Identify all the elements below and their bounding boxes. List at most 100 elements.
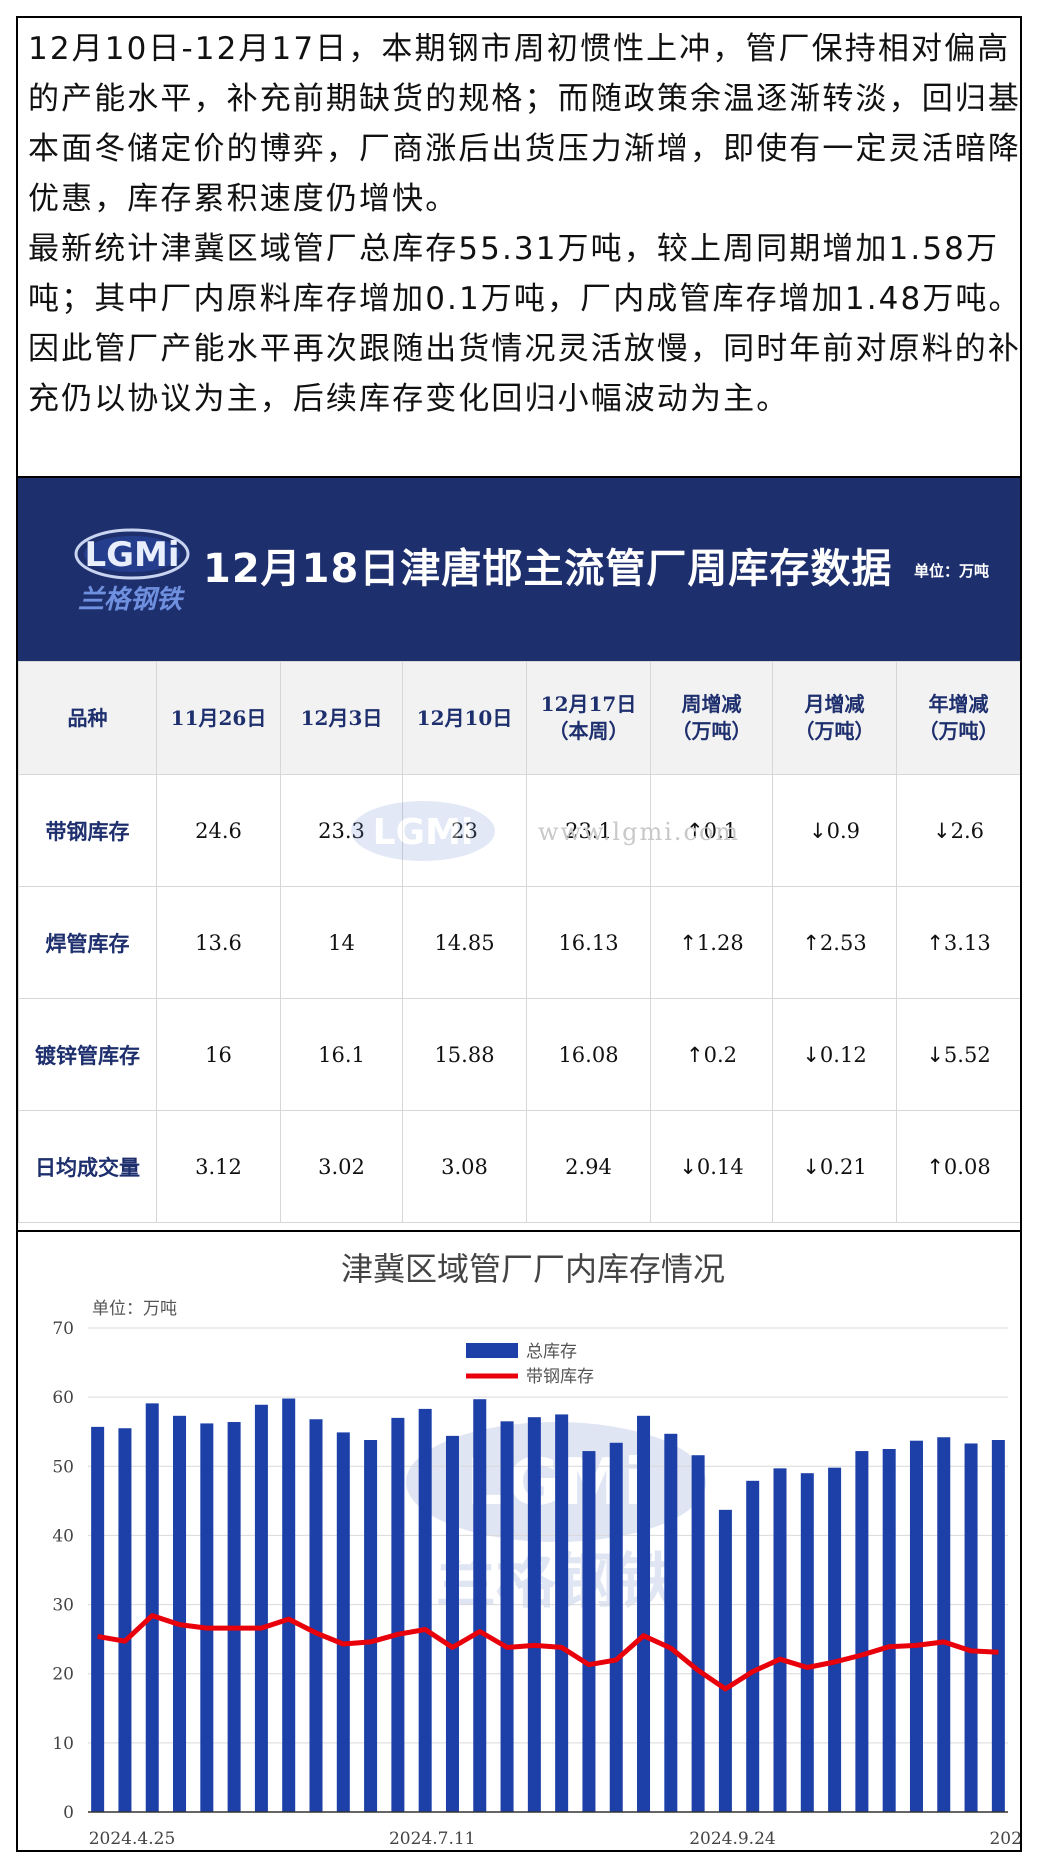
- x-tick-label: 2024.9.24: [689, 1829, 776, 1849]
- bar-total-inventory: [91, 1426, 105, 1812]
- change-value: 0.08: [943, 1154, 991, 1179]
- arrow-down-icon: ↓: [926, 1042, 944, 1067]
- x-tick-label: 2024.4.25: [89, 1829, 176, 1849]
- table-unit: 单位：万吨: [914, 562, 990, 580]
- bar-total-inventory: [118, 1428, 132, 1812]
- row-name-cell: 焊管库存: [18, 886, 157, 999]
- table-row: 焊管库存 13.6 14 14.85 16.13 ↑1.28 ↑2.53 ↑3.13: [18, 886, 1020, 999]
- bar-total-inventory: [500, 1421, 514, 1812]
- arrow-down-icon: ↓: [679, 1154, 697, 1179]
- y-tick-label: 60: [52, 1388, 74, 1408]
- bar-total-inventory: [282, 1398, 296, 1812]
- bar-total-inventory: [473, 1399, 487, 1812]
- table-header-cell: 周增减 （万吨）: [650, 661, 773, 775]
- inventory-table: 品种 11月26日 12月3日 12月10日 12月17日 （本周） 周增减 （万吨） 月增减（…: [18, 661, 1020, 1223]
- table-header-cell: 12月3日: [280, 661, 403, 775]
- change-value: 3.13: [943, 930, 991, 955]
- table-row: 日均成交量 3.12 3.02 3.08 2.94 ↓0.14 ↓0.21 ↑0.08: [18, 1110, 1020, 1223]
- bar-total-inventory: [527, 1417, 541, 1812]
- watermark-url: www.lgmi.com: [538, 818, 741, 846]
- change-value: 0.9: [826, 818, 860, 843]
- y-tick-label: 70: [52, 1319, 74, 1339]
- table-cell: 3.02: [280, 1110, 403, 1223]
- change-cell: ↓0.9: [772, 774, 897, 887]
- table-cell: 3.12: [156, 1110, 281, 1223]
- arrow-down-icon: ↓: [802, 1154, 820, 1179]
- intro-text: 12月10日-12月17日，本期钢市周初惯性上冲，管厂保持相对偏高的产能水平，补…: [28, 24, 1022, 424]
- bar-total-inventory: [991, 1440, 1005, 1812]
- arrow-down-icon: ↓: [932, 818, 951, 843]
- bar-total-inventory: [555, 1414, 569, 1812]
- table-header-cell: 年增减 （万吨）: [896, 661, 1020, 775]
- bar-total-inventory: [418, 1408, 432, 1812]
- table-cell: 16.1: [280, 998, 403, 1111]
- change-cell: ↓0.12: [772, 998, 897, 1111]
- arrow-up-icon: ↑: [802, 930, 820, 955]
- table-banner: LGMi 兰格钢铁 12月18日津唐邯主流管厂周库存数据 单位：万吨: [18, 476, 1020, 663]
- bar-total-inventory: [609, 1442, 623, 1812]
- table-header-cell: 12月17日 （本周）: [526, 661, 651, 775]
- table-cell: 14.85: [402, 886, 527, 999]
- lgmi-watermark: LGMi: [348, 796, 498, 866]
- change-value: 0.14: [696, 1154, 744, 1179]
- table-header-cell: 月增减 （万吨）: [772, 661, 897, 775]
- bar-total-inventory: [173, 1415, 187, 1812]
- row-name-cell: 日均成交量: [18, 1110, 157, 1223]
- change-value: 0.21: [819, 1154, 867, 1179]
- intro-paragraph-1: 12月10日-12月17日，本期钢市周初惯性上冲，管厂保持相对偏高的产能水平，补…: [28, 31, 1021, 217]
- table-cell: 24.6: [156, 774, 281, 887]
- y-tick-label: 50: [52, 1457, 74, 1477]
- bar-total-inventory: [254, 1404, 268, 1812]
- chart-divider: [18, 1230, 1020, 1232]
- y-tick-label: 30: [52, 1596, 74, 1616]
- table-cell: 14: [280, 886, 403, 999]
- bar-total-inventory: [773, 1468, 787, 1812]
- arrow-up-icon: ↑: [685, 818, 704, 843]
- change-cell: ↑0.08: [896, 1110, 1020, 1223]
- change-cell: ↓5.52: [896, 998, 1020, 1111]
- table-cell: 15.88: [402, 998, 527, 1111]
- table-header-cell: 品种: [18, 661, 157, 775]
- x-tick-label: 2024.7.11: [389, 1829, 476, 1849]
- change-value: 2.6: [950, 818, 984, 843]
- table-cell: 16.13: [526, 886, 651, 999]
- bar-total-inventory: [200, 1423, 214, 1812]
- bar-total-inventory: [855, 1451, 869, 1812]
- change-value: 5.52: [943, 1042, 991, 1067]
- bar-total-inventory: [691, 1455, 705, 1812]
- bar-total-inventory: [582, 1451, 596, 1812]
- y-tick-label: 10: [52, 1734, 74, 1754]
- change-value: 0.1: [703, 818, 737, 843]
- bar-total-inventory: [227, 1422, 241, 1812]
- bar-total-inventory: [445, 1435, 459, 1812]
- table-cell: 2.94: [526, 1110, 651, 1223]
- intro-paragraph-2: 最新统计津冀区域管厂总库存55.31万吨，较上周同期增加1.58万吨；其中厂内原…: [28, 231, 1022, 417]
- report-frame: 12月10日-12月17日，本期钢市周初惯性上冲，管厂保持相对偏高的产能水平，补…: [16, 16, 1022, 1852]
- change-cell: ↓2.6: [896, 774, 1020, 887]
- table-cell: 16.08: [526, 998, 651, 1111]
- legend-label-strip: 带钢库存: [526, 1367, 594, 1387]
- table-cell: 16: [156, 998, 281, 1111]
- table-cell: 23.3: [280, 774, 403, 887]
- bar-total-inventory: [664, 1433, 678, 1812]
- change-cell: ↑2.53: [772, 886, 897, 999]
- bar-total-inventory: [882, 1449, 896, 1812]
- line-strip-inventory: [97, 1613, 999, 1692]
- x-tick-label: 2024.12.1: [989, 1829, 1020, 1849]
- change-value: 0.12: [819, 1042, 867, 1067]
- inventory-chart: LGMi 兰格钢铁 津冀区域管厂厂内库存情况 单位：万吨 01020304050…: [52, 1250, 1020, 1849]
- svg-text:LGMi: LGMi: [373, 812, 474, 853]
- y-tick-label: 40: [52, 1526, 74, 1546]
- y-tick-label: 20: [52, 1665, 74, 1685]
- table-header-cell: 12月10日: [402, 661, 527, 775]
- row-name-cell: 带钢库存: [18, 774, 157, 887]
- change-cell: ↑1.28: [650, 886, 773, 999]
- bar-total-inventory: [909, 1440, 923, 1812]
- bar-total-inventory: [937, 1437, 951, 1812]
- y-tick-label: 0: [63, 1803, 74, 1823]
- legend-label-total: 总库存: [526, 1342, 577, 1362]
- svg-text:兰格钢铁: 兰格钢铁: [78, 585, 186, 615]
- bar-total-inventory: [718, 1509, 732, 1812]
